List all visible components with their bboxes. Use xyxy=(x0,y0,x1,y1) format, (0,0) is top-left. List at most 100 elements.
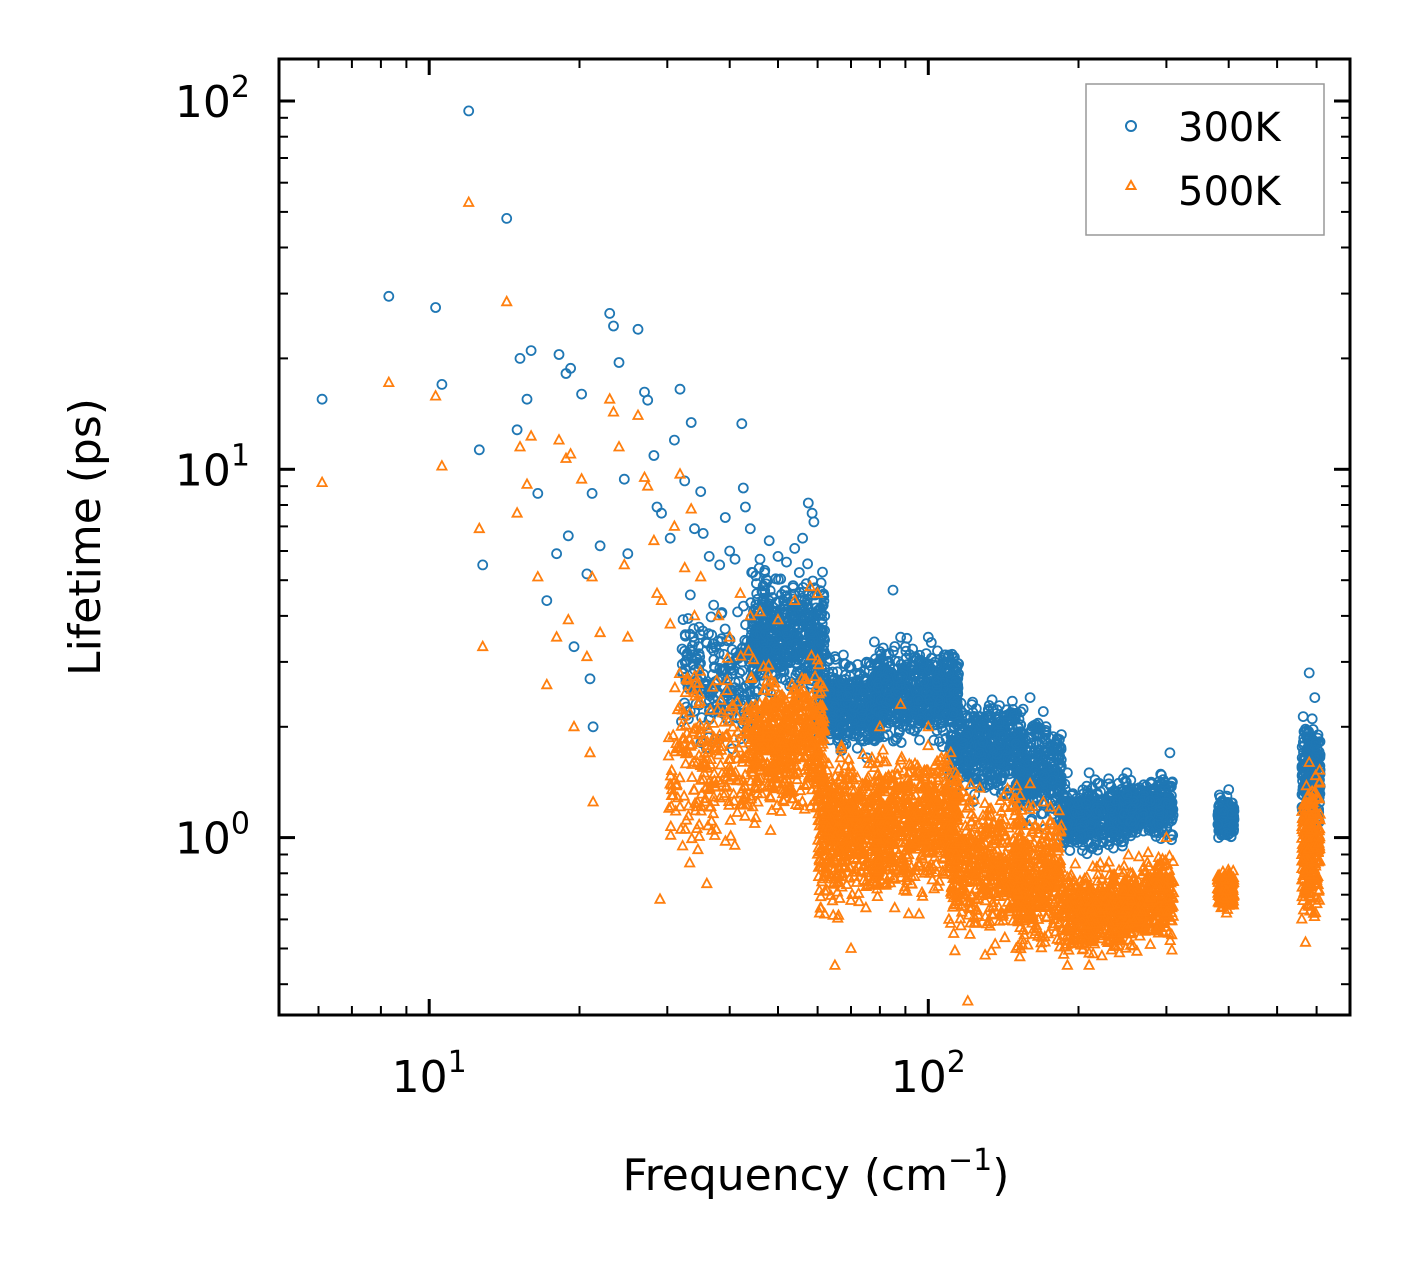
point-300k-cluster-1 xyxy=(785,608,797,620)
point-300k-cluster-1 xyxy=(751,578,762,589)
point-300k-cluster-3 xyxy=(918,659,930,670)
point-300k-cluster-2 xyxy=(858,685,870,697)
point-300k-cluster-0 xyxy=(725,663,737,674)
point-300k-cluster-3 xyxy=(874,659,886,671)
point-300k-cluster-3 xyxy=(904,649,916,661)
point-300k-cluster-3 xyxy=(895,695,907,706)
point-300k-cluster-1 xyxy=(759,565,771,576)
point-300k-cluster-2 xyxy=(824,653,836,665)
point-300k-cluster-1 xyxy=(757,580,769,592)
point-300k-cluster-3 xyxy=(916,695,928,706)
point-300k-cluster-1 xyxy=(790,657,802,669)
point-300k-cluster-3 xyxy=(905,668,916,680)
point-300k-cluster-3 xyxy=(880,697,892,709)
point-300k-cluster-3 xyxy=(883,717,895,729)
point-300k-cluster-3 xyxy=(893,726,905,738)
point-300k-cluster-3 xyxy=(906,661,918,672)
point-300k-cluster-1 xyxy=(818,588,829,600)
point-300k-cluster-3 xyxy=(896,672,908,684)
point-300k-cluster-2 xyxy=(837,674,848,686)
point-300k-cluster-3 xyxy=(931,676,943,688)
point-300k-cluster-3 xyxy=(882,729,894,741)
point-300k-cluster-0 xyxy=(693,621,705,633)
point-300k-cluster-1 xyxy=(802,558,813,570)
point-300k-cluster-1 xyxy=(785,604,797,616)
point-300k-cluster-3 xyxy=(908,705,920,717)
point-300k-cluster-2 xyxy=(827,711,838,723)
point-300k-cluster-2 xyxy=(856,710,868,722)
point-300k-cluster-0 xyxy=(732,606,743,618)
point-300k-cluster-1 xyxy=(805,637,816,648)
point-300k-cluster-0 xyxy=(701,637,713,649)
point-300k-cluster-1 xyxy=(759,587,771,599)
point-300k-cluster-0 xyxy=(708,599,720,611)
point-300k-cluster-1 xyxy=(764,585,776,597)
point-300k-cluster-1 xyxy=(773,574,784,585)
point-300k-cluster-0 xyxy=(681,656,693,667)
point-300k-cluster-1 xyxy=(793,567,805,578)
point-300k-cluster-0 xyxy=(706,629,718,641)
point-300k-cluster-1 xyxy=(752,593,763,605)
point-300k-cluster-0 xyxy=(684,589,696,601)
point-300k-cluster-3 xyxy=(875,653,887,664)
point-300k-cluster-3 xyxy=(897,721,909,733)
point-300k-cluster-0 xyxy=(677,614,689,625)
plot-area xyxy=(315,105,1327,1006)
point-300k-cluster-3 xyxy=(925,637,937,648)
point-300k-cluster-3 xyxy=(934,653,946,665)
point-300k-cluster-1 xyxy=(750,570,762,582)
point-300k-cluster-3 xyxy=(953,658,964,670)
point-300k-cluster-3 xyxy=(889,655,901,667)
point-300k-cluster-0 xyxy=(705,711,716,723)
point-300k-cluster-0 xyxy=(733,687,745,698)
point-300k-cluster-1 xyxy=(776,589,787,600)
point-300k-cluster-3 xyxy=(877,708,889,720)
point-300k-cluster-2 xyxy=(836,690,848,702)
point-300k-cluster-1 xyxy=(799,594,811,606)
point-300k-cluster-1 xyxy=(763,611,774,622)
point-300k-cluster-1 xyxy=(780,620,791,632)
point-300k-cluster-3 xyxy=(931,672,942,684)
point-300k-cluster-2 xyxy=(842,713,854,724)
point-300k-cluster-1 xyxy=(759,643,771,654)
point-300k-cluster-3 xyxy=(915,713,927,725)
point-300k-cluster-1 xyxy=(818,595,830,607)
point-300k-cluster-0 xyxy=(703,686,714,698)
point-300k-cluster-1 xyxy=(747,567,759,578)
point-300k-cluster-2 xyxy=(857,733,868,745)
point-300k-cluster-0 xyxy=(705,688,716,699)
point-300k-cluster-3 xyxy=(943,649,955,661)
point-300k-cluster-2 xyxy=(840,669,851,681)
point-300k-cluster-3 xyxy=(924,670,936,682)
point-300k-cluster-1 xyxy=(788,629,800,640)
point-300k-cluster-3 xyxy=(882,667,893,679)
point-300k-cluster-0 xyxy=(709,661,720,672)
point-300k-cluster-1 xyxy=(806,627,817,638)
point-300k-cluster-0 xyxy=(684,644,696,656)
point-300k-cluster-3 xyxy=(879,673,890,685)
point-300k-cluster-4 xyxy=(953,712,965,724)
point-300k-cluster-1 xyxy=(781,590,793,601)
point-300k-cluster-1 xyxy=(758,594,770,606)
point-300k-cluster-3 xyxy=(918,676,930,687)
point-300k-cluster-1 xyxy=(802,660,814,672)
point-300k-cluster-3 xyxy=(872,682,884,694)
point-300k-cluster-1 xyxy=(800,662,812,674)
point-300k-cluster-0 xyxy=(694,651,706,663)
point-300k-cluster-3 xyxy=(914,734,925,746)
point-300k-cluster-3 xyxy=(929,705,941,717)
point-300k-cluster-1 xyxy=(797,648,809,659)
point-300k-cluster-3 xyxy=(934,695,946,706)
point-300k-cluster-3 xyxy=(891,732,903,743)
point-300k-cluster-4 xyxy=(994,700,1005,711)
point-300k-cluster-2 xyxy=(854,668,865,679)
point-300k-cluster-2 xyxy=(860,658,872,669)
point-300k-cluster-2 xyxy=(856,723,868,735)
point-300k-cluster-3 xyxy=(901,659,913,671)
point-300k-cluster-2 xyxy=(843,684,855,695)
point-300k-cluster-1 xyxy=(787,580,799,591)
point-300k-cluster-0 xyxy=(676,643,688,655)
point-300k-cluster-2 xyxy=(855,717,866,728)
point-300k-cluster-0 xyxy=(738,600,749,612)
point-300k-cluster-1 xyxy=(797,592,808,604)
